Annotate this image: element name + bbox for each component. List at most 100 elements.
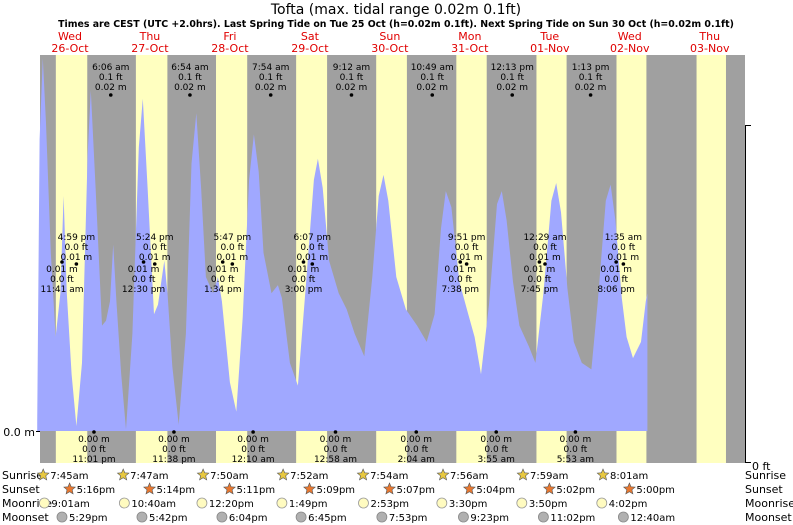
day-date-label: 30-Oct (371, 42, 409, 55)
sunrise-icon (276, 468, 290, 481)
low-tide-m: 0.00 m (480, 435, 512, 445)
moonrise-time: 10:40am (131, 499, 176, 510)
sunset-time: 5:14pm (157, 485, 196, 496)
label-layer: Wed26-OctThu27-OctFri28-OctSat29-OctSun3… (2, 30, 793, 524)
secondary-high-m: 0.01 m (61, 253, 93, 263)
low-tide-dot (414, 430, 419, 434)
high-tide-time: 1:13 pm (572, 63, 610, 73)
secondary-high-dot (310, 262, 315, 266)
moonrise-icon (276, 497, 288, 509)
high-tide-dot (510, 93, 515, 97)
sunset-icon (143, 482, 157, 495)
sunrise-icon (356, 468, 370, 481)
sunset-icon (383, 482, 396, 495)
high-tide-dot (349, 93, 354, 97)
moonrise-time: 3:30pm (449, 499, 488, 510)
day-date-label: 26-Oct (51, 42, 89, 55)
moonrise-icon (436, 497, 448, 509)
sunrise-time: 7:56am (450, 471, 488, 482)
day-name-label: Wed (618, 30, 642, 43)
secondary-high-m: 0.01 m (296, 253, 328, 263)
low-tide-dot (494, 430, 499, 434)
secondary-high-ft: 0.0 ft (612, 243, 636, 253)
moonset-icon (295, 511, 307, 523)
mid-low-ft: 0.0 ft (211, 275, 235, 285)
secondary-high-dot (621, 262, 626, 266)
day-name-label: Fri (223, 30, 236, 43)
moonrise-icon (118, 497, 130, 509)
mid-low-dot (301, 260, 306, 264)
low-tide-time: 5:53 am (557, 455, 594, 465)
secondary-high-dot (464, 262, 469, 266)
low-tide-ft: 0.0 ft (241, 445, 265, 455)
day-date-label: 02-Nov (610, 42, 650, 55)
right-margin (745, 55, 793, 463)
low-tide-time: 3:55 am (478, 455, 515, 465)
mid-low-m: 0.01 m (46, 265, 78, 275)
moonrise-icon (196, 497, 208, 509)
low-tide-m: 0.00 m (237, 435, 269, 445)
sunset-time: 5:11pm (237, 485, 276, 496)
high-tide-m: 0.02 m (95, 83, 127, 93)
sunset-icon (462, 482, 476, 495)
moonset-icon (376, 511, 388, 523)
secondary-high-ft: 0.0 ft (533, 243, 557, 253)
high-tide-ft: 0.1 ft (99, 73, 123, 83)
mid-low-ft: 0.0 ft (604, 275, 628, 285)
high-tide-ft: 0.1 ft (420, 73, 444, 83)
sunrise-time: 7:59am (530, 471, 568, 482)
sunrise-time: 7:52am (290, 471, 328, 482)
secondary-high-m: 0.01 m (216, 253, 248, 263)
sunrise-time: 7:45am (50, 471, 88, 482)
mid-low-time: 12:30 pm (122, 285, 165, 295)
day-date-label: 31-Oct (451, 42, 489, 55)
mid-low-ft: 0.0 ft (50, 275, 74, 285)
mid-low-time: 3:00 pm (285, 285, 323, 295)
moonset-time: 5:42pm (149, 513, 188, 524)
day-date-label: 01-Nov (530, 42, 570, 55)
footer-label-left: Moonset (2, 511, 49, 524)
sunset-icon (223, 482, 236, 495)
secondary-high-time: 1:35 am (605, 233, 642, 243)
mid-low-ft: 0.0 ft (132, 275, 156, 285)
high-tide-dot (430, 93, 435, 97)
mid-low-dot (141, 260, 146, 264)
low-tide-time: 11:38 pm (152, 455, 195, 465)
moonset-icon (538, 511, 549, 523)
moonrise-icon (38, 497, 50, 509)
day-name-label: Tue (539, 30, 559, 43)
low-tide-ft: 0.0 ft (564, 445, 588, 455)
sunrise-time: 7:50am (210, 471, 248, 482)
footer-label-left: Moonrise (2, 497, 52, 510)
high-tide-dot (188, 93, 192, 97)
mid-low-dot (537, 260, 542, 264)
moonrise-icon (358, 497, 369, 509)
high-tide-m: 0.02 m (496, 83, 528, 93)
secondary-high-m: 0.01 m (608, 253, 640, 263)
day-date-label: 27-Oct (131, 42, 169, 55)
sunset-time: 5:04pm (476, 485, 515, 496)
high-tide-time: 9:12 am (333, 63, 370, 73)
secondary-high-dot (543, 262, 547, 266)
low-tide-dot (172, 430, 176, 434)
secondary-high-m: 0.01 m (529, 253, 561, 263)
secondary-high-m: 0.01 m (139, 253, 171, 263)
mid-low-dot (458, 260, 463, 264)
low-tide-m: 0.00 m (158, 435, 190, 445)
secondary-high-m: 0.01 m (451, 253, 483, 263)
moonrise-time: 4:02pm (609, 499, 648, 510)
low-tide-ft: 0.0 ft (324, 445, 348, 455)
day-date-label: 29-Oct (291, 42, 329, 55)
low-tide-m: 0.00 m (78, 435, 110, 445)
low-tide-dot (92, 430, 96, 434)
moonset-time: 12:40am (630, 513, 675, 524)
sunrise-icon (516, 468, 530, 481)
mid-low-m: 0.01 m (600, 265, 632, 275)
moonset-time: 6:45pm (308, 513, 347, 524)
moonset-time: 11:02pm (550, 513, 595, 524)
moonset-time: 7:53pm (389, 513, 428, 524)
moonset-time: 6:04pm (229, 513, 268, 524)
moonrise-time: 1:49pm (289, 499, 328, 510)
mid-low-time: 7:38 pm (441, 285, 479, 295)
